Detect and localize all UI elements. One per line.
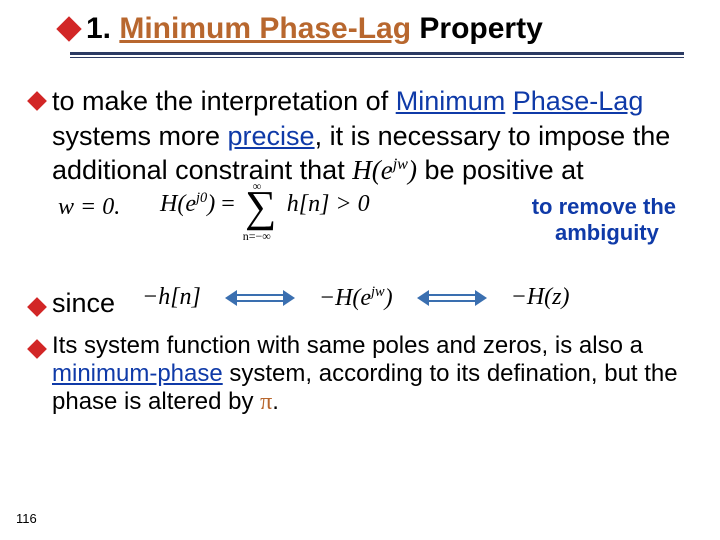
p1-t2 xyxy=(505,86,513,116)
p1-w3: precise xyxy=(228,121,315,151)
p1-t5: be positive at xyxy=(425,155,584,185)
title-text: 1. Minimum Phase-Lag Property xyxy=(86,12,543,46)
paragraph-1-text: to make the interpretation of Minimum Ph… xyxy=(52,84,684,188)
p1-w2: Phase-Lag xyxy=(513,86,644,116)
paragraph-1: to make the interpretation of Minimum Ph… xyxy=(30,84,684,188)
double-arrow-icon xyxy=(225,290,295,306)
paragraph-2: Its system function with same poles and … xyxy=(30,332,684,417)
p2-t3: . xyxy=(272,388,279,415)
title-divider xyxy=(70,52,684,56)
double-arrow-icon xyxy=(417,290,487,306)
paragraph-2-text: Its system function with same poles and … xyxy=(52,332,684,417)
diamond-bullet-icon xyxy=(27,297,47,317)
sigma-icon: ∑ xyxy=(245,194,276,220)
diamond-bullet-icon xyxy=(27,91,47,111)
since-label: since xyxy=(52,288,115,319)
p1-Hejw: H(ejw) xyxy=(352,155,417,185)
formula-row: w = 0. H(ej0) = ∞ ∑ n=−∞ h[n] > 0 to rem… xyxy=(30,192,684,282)
diamond-bullet-icon xyxy=(56,16,81,41)
p2-w1: minimum-phase xyxy=(52,360,223,387)
minus-Hz: −H(z) xyxy=(511,284,570,311)
p2-t1: Its system function with same poles and … xyxy=(52,332,643,359)
sum-lower-limit: n=−∞ xyxy=(243,229,271,244)
center-equation: H(ej0) = ∞ ∑ n=−∞ h[n] > 0 xyxy=(160,190,370,219)
since-formulas: −h[n] −H(ejw) −H(z) xyxy=(142,284,570,312)
page-number: 116 xyxy=(16,511,37,526)
since-row: since −h[n] −H(ejw) −H(z) xyxy=(30,286,696,322)
diamond-bullet-icon xyxy=(27,339,47,359)
title-suffix: Property xyxy=(411,12,543,45)
p1-t1: to make the interpretation of xyxy=(52,86,396,116)
hn-gt-zero: h[n] > 0 xyxy=(287,191,370,217)
title-underlined: Minimum Phase-Lag xyxy=(119,12,411,45)
minus-hn: −h[n] xyxy=(142,284,201,311)
w-equals-zero: w = 0. xyxy=(58,194,120,221)
minus-Hejw: −H(ejw) xyxy=(319,284,393,312)
pi-symbol: π xyxy=(260,389,272,415)
ambiguity-note: to remove the ambiguity xyxy=(532,194,676,247)
title-prefix: 1. xyxy=(86,12,119,45)
p1-w1: Minimum xyxy=(396,86,506,116)
p1-t3: systems more xyxy=(52,121,228,151)
slide-title: 1. Minimum Phase-Lag Property xyxy=(60,12,696,46)
